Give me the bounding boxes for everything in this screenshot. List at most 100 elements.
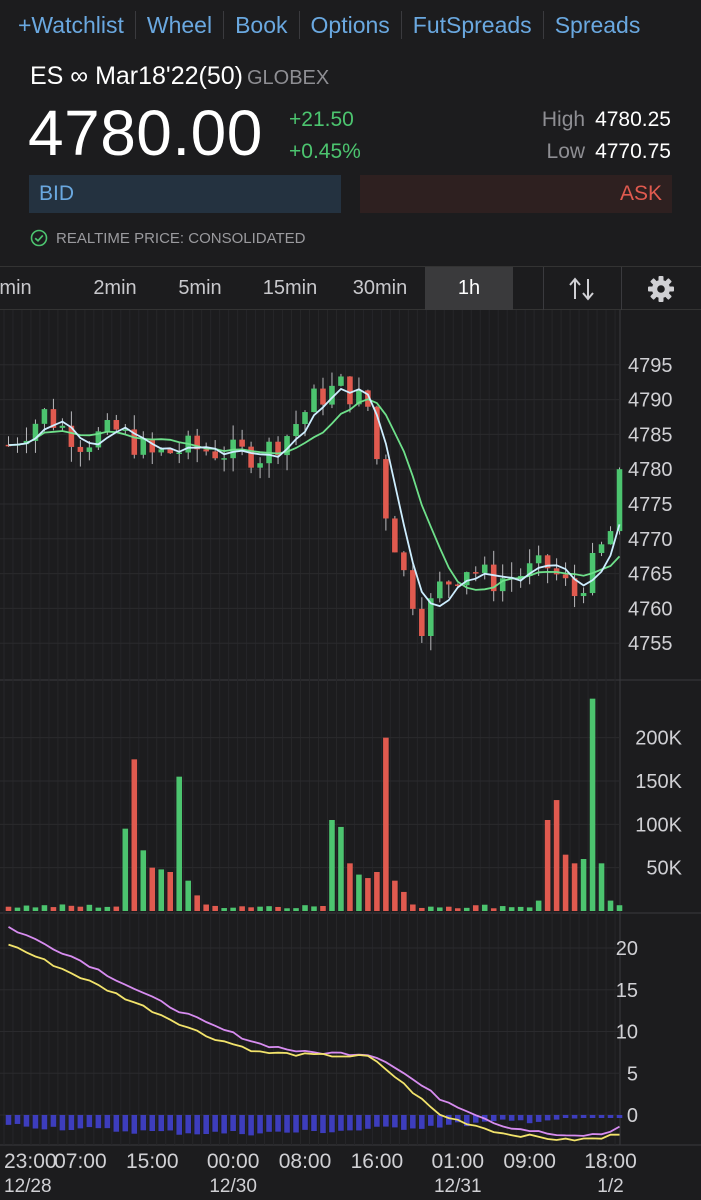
oscillator-signal-line: [8, 943, 620, 1142]
candle: [437, 581, 443, 599]
candle: [302, 412, 308, 425]
candle: [257, 463, 263, 468]
candle: [428, 598, 434, 637]
histogram-bar: [248, 1115, 254, 1136]
volume-bar: [437, 907, 443, 911]
histogram-bar: [293, 1115, 299, 1133]
nav-item-futspreads[interactable]: FutSpreads: [402, 11, 544, 39]
volume-bar: [320, 906, 326, 911]
histogram-bar: [445, 1115, 452, 1125]
volume-bar: [419, 907, 425, 911]
chart-settings-button[interactable]: [621, 267, 701, 310]
candle: [607, 531, 614, 545]
volume-bar: [266, 906, 272, 911]
candle: [571, 578, 578, 597]
nav-item-book[interactable]: Book: [224, 11, 300, 39]
candle: [392, 518, 398, 553]
candle: [338, 376, 344, 386]
ask-button[interactable]: ASK: [360, 175, 672, 213]
bid-button[interactable]: BID: [29, 175, 341, 213]
exchange-label: GLOBEX: [246, 67, 330, 89]
histogram-bar: [167, 1115, 174, 1131]
histogram-bar: [230, 1115, 236, 1132]
candle: [410, 570, 416, 609]
histogram-bar: [302, 1115, 308, 1130]
candle: [122, 429, 129, 431]
tab-30min[interactable]: 30min: [352, 277, 408, 299]
time-tick-label: 23:00: [4, 1150, 57, 1173]
histogram-bar: [23, 1115, 30, 1127]
tab-1min[interactable]: 1min: [0, 277, 32, 299]
volume-bar: [149, 867, 156, 911]
volume-bar: [284, 908, 290, 911]
tab-2min[interactable]: 2min: [93, 277, 137, 299]
candle: [239, 439, 245, 447]
volume-bar: [616, 905, 623, 911]
candle: [203, 449, 209, 452]
candle: [463, 572, 470, 586]
change-block: +21.50 +0.45%: [289, 104, 361, 168]
volume-bar: [275, 906, 281, 911]
candle: [616, 469, 623, 532]
volume-bar: [230, 907, 236, 911]
tab-1h[interactable]: 1h: [425, 267, 513, 310]
volume-bar: [472, 905, 479, 911]
histogram-bar: [140, 1115, 147, 1131]
candle: [59, 425, 66, 428]
histogram-bar: [311, 1115, 317, 1132]
price-chart[interactable]: 4795 4790 4785 4780 4775 4770 4765 4760 4755 200K…: [0, 310, 701, 1200]
volume-bar: [212, 905, 218, 911]
candle: [356, 390, 362, 405]
histogram-bar: [275, 1115, 281, 1132]
nav-item-watchlist[interactable]: +Watchlist: [0, 11, 136, 39]
candle: [50, 409, 57, 428]
volume-bar: [14, 907, 21, 911]
nav-item-options[interactable]: Options: [300, 11, 402, 39]
volume-bar: [526, 907, 533, 911]
tab-15min[interactable]: 15min: [262, 277, 318, 299]
volume-tick-label: 200K: [635, 728, 682, 750]
candle: [454, 584, 461, 586]
time-tick-label: 16:00: [351, 1150, 404, 1173]
candle: [293, 424, 299, 437]
candle: [311, 388, 317, 413]
change-percent: +0.45%: [289, 140, 361, 163]
histogram-bar: [401, 1115, 407, 1130]
symbol-title[interactable]: ES ∞ Mar18'22(50): [30, 62, 243, 90]
moving-average-slow: [8, 398, 621, 591]
candle: [158, 449, 165, 453]
histogram-bar: [571, 1115, 578, 1119]
time-tick-label: 18:00: [584, 1150, 637, 1173]
histogram-bar: [32, 1115, 39, 1129]
gear-icon: [648, 276, 674, 302]
histogram-bar: [347, 1115, 353, 1131]
candle: [104, 420, 111, 432]
realtime-text: REALTIME PRICE: CONSOLIDATED: [56, 229, 306, 247]
histogram-bar: [266, 1115, 272, 1132]
nav-item-wheel[interactable]: Wheel: [136, 11, 225, 39]
candle: [77, 446, 84, 452]
time-tick-label: 01:00: [431, 1150, 484, 1173]
volume-bar: [508, 907, 515, 911]
histogram-bar: [562, 1115, 569, 1118]
candle: [149, 438, 156, 453]
histogram-bar: [68, 1115, 75, 1131]
volume-bar: [607, 900, 614, 911]
volume-bar: [248, 907, 254, 911]
candle: [194, 435, 200, 450]
volume-bar: [571, 863, 578, 911]
histogram-bar: [5, 1115, 12, 1125]
tab-5min[interactable]: 5min: [178, 277, 222, 299]
histogram-bar: [437, 1115, 443, 1128]
histogram-bar: [131, 1115, 138, 1134]
volume-bar: [428, 906, 434, 911]
nav-item-spreads[interactable]: Spreads: [554, 12, 641, 38]
volume-bar: [410, 904, 416, 911]
histogram-bar: [212, 1115, 218, 1132]
histogram-bar: [41, 1115, 48, 1130]
volume-bar: [338, 826, 344, 911]
volume-bar: [392, 880, 398, 911]
candle: [374, 406, 380, 460]
histogram-bar: [113, 1115, 120, 1132]
sort-button[interactable]: [543, 267, 621, 310]
